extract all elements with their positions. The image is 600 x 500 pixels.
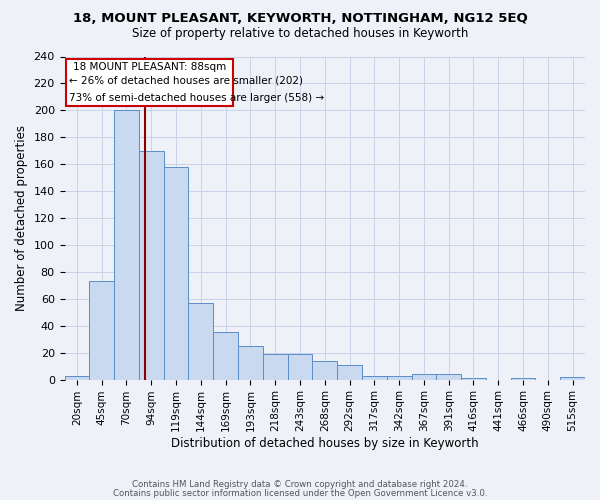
Bar [412, 374, 436, 380]
Bar [387, 376, 412, 380]
Text: Contains HM Land Registry data © Crown copyright and database right 2024.: Contains HM Land Registry data © Crown c… [132, 480, 468, 489]
Bar [436, 374, 461, 380]
Bar [164, 167, 188, 380]
Bar [263, 354, 287, 380]
Y-axis label: Number of detached properties: Number of detached properties [15, 125, 28, 311]
Bar [238, 346, 263, 380]
Bar [188, 303, 213, 380]
Bar [287, 354, 313, 380]
Bar [511, 378, 535, 380]
Text: 73% of semi-detached houses are larger (558) →: 73% of semi-detached houses are larger (… [70, 93, 325, 103]
Bar [560, 377, 585, 380]
FancyBboxPatch shape [66, 59, 233, 106]
Bar [213, 332, 238, 380]
Text: ← 26% of detached houses are smaller (202): ← 26% of detached houses are smaller (20… [70, 76, 304, 86]
Bar [139, 150, 164, 380]
Text: Contains public sector information licensed under the Open Government Licence v3: Contains public sector information licen… [113, 489, 487, 498]
X-axis label: Distribution of detached houses by size in Keyworth: Distribution of detached houses by size … [171, 437, 479, 450]
Bar [337, 365, 362, 380]
Bar [114, 110, 139, 380]
Bar [362, 376, 387, 380]
Bar [89, 282, 114, 380]
Text: Size of property relative to detached houses in Keyworth: Size of property relative to detached ho… [132, 28, 468, 40]
Text: 18 MOUNT PLEASANT: 88sqm: 18 MOUNT PLEASANT: 88sqm [73, 62, 226, 72]
Bar [461, 378, 486, 380]
Text: 18, MOUNT PLEASANT, KEYWORTH, NOTTINGHAM, NG12 5EQ: 18, MOUNT PLEASANT, KEYWORTH, NOTTINGHAM… [73, 12, 527, 26]
Bar [313, 360, 337, 380]
Bar [65, 376, 89, 380]
